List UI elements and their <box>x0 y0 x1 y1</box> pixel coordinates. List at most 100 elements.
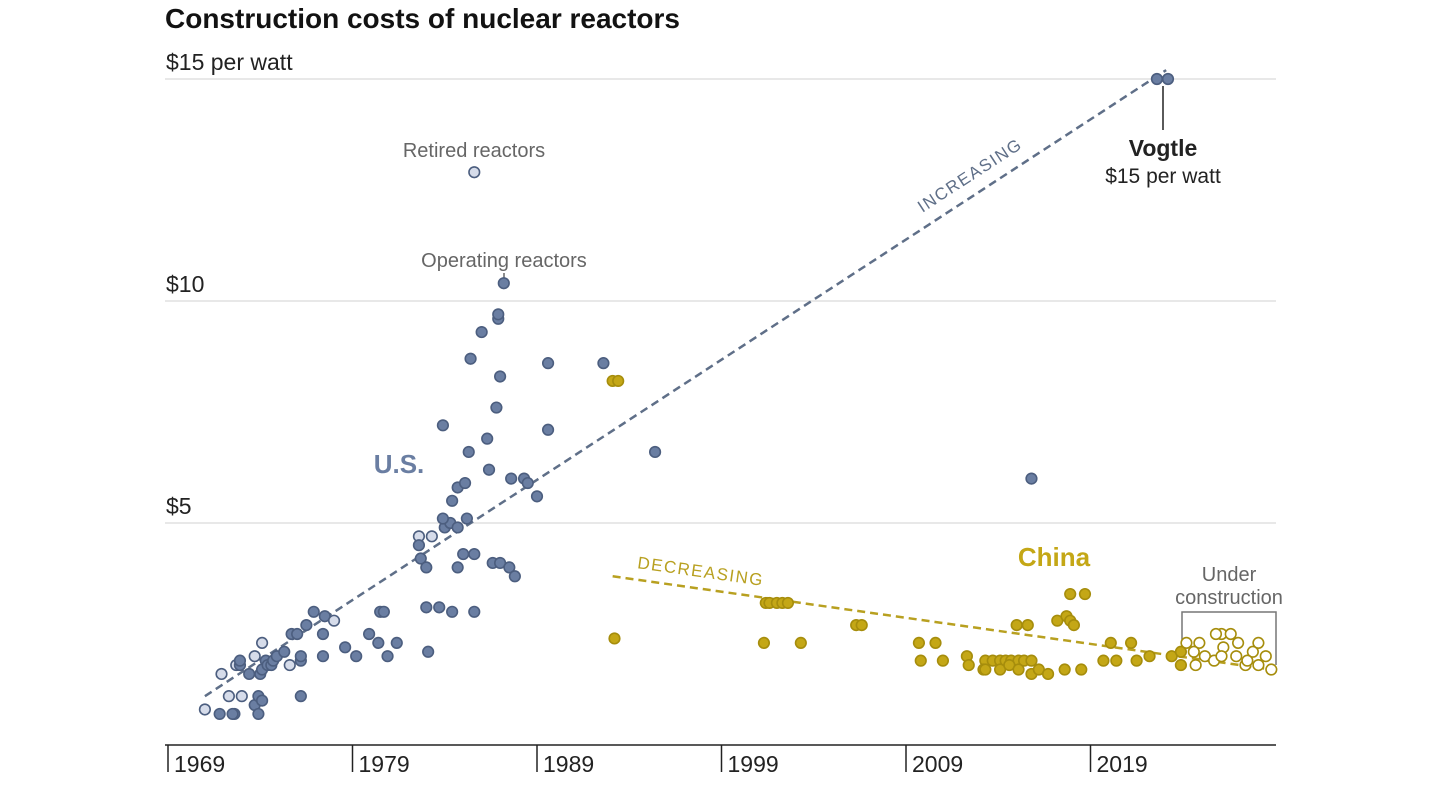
china-under-construction-point <box>1215 650 1228 663</box>
china-reactor-point <box>1104 636 1117 649</box>
china-reactor-point <box>1025 654 1038 667</box>
us-operating-reactor-point <box>420 561 433 574</box>
x-tick-label: 1989 <box>543 751 594 777</box>
us-operating-reactor-point <box>648 445 662 459</box>
us-operating-reactor-point <box>433 601 446 614</box>
us-operating-reactor-point <box>226 707 239 721</box>
us-operating-reactor-point <box>294 690 307 703</box>
china-under-construction-point <box>1187 645 1200 658</box>
us-operating-reactor-point <box>482 463 496 476</box>
china-under-construction-point <box>1224 627 1237 641</box>
us-operating-reactor-point <box>460 512 473 525</box>
china-reactor-point <box>1174 658 1188 672</box>
china-reactor-point <box>1174 645 1188 658</box>
us-operating-reactor-point <box>243 667 256 681</box>
us-operating-reactor-point <box>468 605 481 618</box>
china-under-construction-point <box>1231 636 1245 649</box>
us-operating-reactor-point <box>436 419 450 432</box>
us-operating-reactor-point <box>481 432 494 445</box>
us-operating-reactor-point <box>381 650 394 663</box>
us-operating-reactor-point <box>494 370 507 383</box>
us-operating-reactor-point <box>521 476 534 490</box>
data-points <box>198 72 1278 721</box>
us-operating-reactor-point <box>420 601 433 614</box>
chart-title: Construction costs of nuclear reactors <box>165 3 680 34</box>
us-operating-reactor-point <box>377 605 390 618</box>
china-reactor-point <box>612 374 625 388</box>
china-reactor-point <box>979 663 992 676</box>
china-trend-line <box>612 575 1272 671</box>
china-reactor-point <box>1021 619 1034 632</box>
china-under-construction-point <box>1241 654 1254 667</box>
china-reactor-point <box>1097 654 1110 667</box>
us-operating-reactor-point <box>339 641 352 654</box>
x-tick-label: 1999 <box>728 751 779 777</box>
us-operating-reactor-point <box>530 490 544 503</box>
china-under-construction-point <box>1180 636 1193 649</box>
china-reactor-point <box>1010 619 1023 632</box>
us-operating-reactor-point <box>505 472 518 485</box>
us-operating-reactor-point <box>490 401 503 414</box>
under-construction-label-2: construction <box>1175 587 1283 609</box>
us-operating-reactor-point <box>1025 472 1038 485</box>
us-operating-reactor-point <box>372 636 385 649</box>
china-under-construction-point <box>1265 663 1278 676</box>
china-reactor-point <box>794 636 807 649</box>
us-retired-reactor-point <box>215 667 228 681</box>
china-label: China <box>1018 542 1091 572</box>
us-operating-reactor-point <box>1150 72 1164 86</box>
china-under-construction-point <box>1209 627 1223 641</box>
x-axis: 1969 1979 1989 1999 2009 2019 <box>165 744 1276 777</box>
china-reactor-point <box>1041 667 1055 681</box>
china-reactor-point <box>1075 663 1088 676</box>
us-operating-reactor-point <box>233 654 247 667</box>
us-retired-reactor-point <box>222 690 235 703</box>
us-operating-reactor-point <box>291 627 304 641</box>
x-tick-label: 2009 <box>912 751 963 777</box>
china-reactor-point <box>1143 650 1156 663</box>
us-operating-reactor-point <box>252 707 265 721</box>
us-operating-reactor-point <box>294 650 307 663</box>
china-reactor-point <box>608 632 621 645</box>
us-operating-reactor-point <box>412 539 426 552</box>
vogtle-label: Vogtle <box>1129 135 1198 161</box>
china-reactor-point <box>936 654 950 667</box>
us-operating-reactor-point <box>468 547 481 561</box>
china-reactor-point <box>757 636 771 649</box>
us-retired-reactor-point <box>327 614 341 627</box>
us-operating-reactor-point <box>390 636 403 649</box>
us-retired-reactor-point <box>468 166 481 179</box>
us-operating-reactor-point <box>1161 72 1175 86</box>
china-reactor-point <box>1130 654 1143 667</box>
us-operating-reactor-point <box>316 627 330 641</box>
y-tick-label: $10 <box>166 271 204 297</box>
us-operating-reactor-point <box>451 561 464 574</box>
china-under-construction-point <box>1189 658 1202 672</box>
us-operating-reactor-point <box>307 605 320 618</box>
decreasing-label: DECREASING <box>636 553 765 590</box>
us-operating-reactor-point <box>458 476 472 490</box>
china-reactor-point <box>1058 663 1071 676</box>
us-retired-reactor-point <box>248 650 261 663</box>
us-operating-reactor-point <box>436 512 450 525</box>
x-tick-label: 1979 <box>359 751 410 777</box>
china-reactor-point <box>1067 619 1080 632</box>
us-operating-reactor-point <box>316 650 330 663</box>
us-operating-reactor-point <box>300 619 313 632</box>
china-under-construction-point <box>1259 650 1272 663</box>
increasing-label: INCREASING <box>914 134 1026 216</box>
us-operating-reactor-point <box>278 645 291 658</box>
x-tick-label: 2019 <box>1097 751 1148 777</box>
us-retired-reactor-point <box>198 703 211 716</box>
china-reactor-point <box>781 596 795 610</box>
us-trend-line <box>204 69 1167 698</box>
china-reactor-point <box>914 654 927 667</box>
us-operating-reactor-point <box>492 308 505 321</box>
operating-reactors-label: Operating reactors <box>421 250 587 272</box>
x-tick-label: 1969 <box>174 751 225 777</box>
china-reactor-point <box>1078 587 1092 601</box>
us-retired-reactor-point <box>425 530 438 543</box>
us-operating-reactor-point <box>414 552 427 565</box>
gridlines: $5 $10 $15 per watt <box>165 49 1276 524</box>
